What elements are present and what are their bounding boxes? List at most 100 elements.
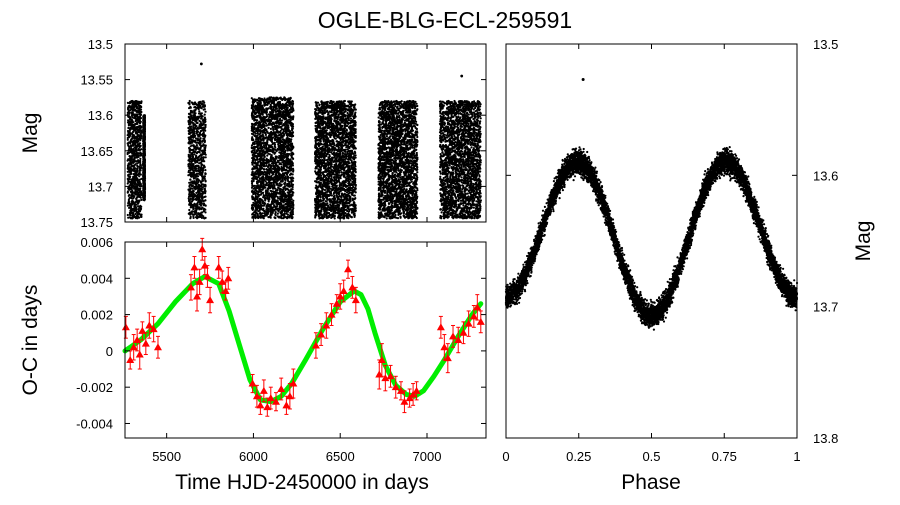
light-curve-point (283, 212, 286, 215)
light-curve-point (195, 172, 199, 175)
light-curve-point (275, 157, 278, 160)
light-curve-point (259, 161, 262, 164)
light-curve-point (133, 205, 136, 208)
light-curve-point (279, 96, 282, 99)
light-curve-point (188, 156, 191, 159)
light-curve-point (282, 130, 285, 133)
light-curve-point (256, 184, 259, 187)
light-curve-point (256, 141, 259, 144)
light-curve-point (132, 141, 135, 145)
light-curve-point (195, 119, 198, 122)
light-curve-point (274, 167, 277, 170)
light-curve-point (127, 132, 130, 136)
light-curve-point (261, 199, 264, 202)
light-curve-point (135, 187, 138, 191)
light-curve-point (280, 212, 283, 215)
light-curve-point (201, 151, 204, 154)
light-curve-point (193, 167, 196, 170)
light-curve-point (255, 134, 259, 138)
light-curve-point (265, 110, 268, 113)
light-curve-point (188, 102, 191, 105)
light-curve-point (135, 100, 138, 103)
light-curve-point (276, 165, 279, 168)
light-curve-point (199, 199, 202, 202)
light-curve-point (127, 198, 130, 201)
light-curve-point (192, 169, 195, 172)
light-curve-points (126, 62, 482, 220)
light-curve-point (286, 166, 289, 169)
light-curve-point (131, 130, 135, 134)
light-curve-point (126, 142, 129, 145)
light-curve-point (195, 194, 199, 197)
light-curve-point (266, 101, 269, 104)
light-curve-point (130, 112, 133, 115)
light-curve-point (191, 131, 194, 134)
light-curve-point (203, 127, 206, 130)
light-curve-point (139, 110, 142, 114)
light-curve-point (135, 197, 138, 200)
light-curve-point (188, 163, 191, 166)
light-curve-point (291, 217, 294, 220)
light-curve-point (126, 170, 129, 173)
light-curve-point (271, 192, 274, 195)
light-curve-point (202, 137, 205, 140)
light-curve-point (135, 160, 138, 163)
light-curve-point (143, 190, 146, 193)
light-curve-point (135, 119, 138, 122)
light-curve-point (194, 205, 197, 208)
light-curve-point (290, 177, 293, 180)
light-curve-point (251, 189, 254, 192)
light-curve-point (134, 170, 137, 173)
light-curve-point (189, 164, 193, 167)
light-curve-point (275, 105, 278, 108)
light-curve-point (204, 204, 207, 207)
light-curve-point (251, 138, 254, 141)
light-curve-point (188, 185, 191, 188)
light-curve-point (136, 216, 139, 219)
light-curve-point (272, 202, 275, 205)
light-curve-point (250, 106, 254, 109)
light-curve-point (193, 115, 196, 118)
light-curve-point (261, 131, 265, 134)
light-curve-point (251, 117, 254, 120)
light-curve-point (262, 191, 265, 194)
light-curve-point (135, 210, 138, 213)
light-curve-point (251, 112, 254, 116)
light-curve-point (264, 183, 267, 187)
light-curve-point (132, 165, 135, 168)
light-curve-point (192, 159, 195, 162)
light-curve-point (128, 118, 132, 121)
light-curve-point (253, 131, 256, 134)
light-curve-point (197, 178, 200, 181)
light-curve-point (194, 109, 197, 112)
light-curve-point (143, 115, 146, 118)
light-curve-point (279, 152, 282, 155)
light-curve-point (281, 175, 284, 178)
light-curve-point (198, 110, 201, 113)
light-curve-point (191, 155, 195, 158)
light-curve-point (195, 211, 198, 214)
light-curve-point (189, 178, 192, 181)
light-curve-point (189, 120, 192, 124)
light-curve-point (203, 104, 206, 107)
light-curve-point (291, 173, 294, 176)
light-curve-point (128, 176, 131, 179)
light-curve-point (190, 191, 193, 194)
light-curve-point (262, 168, 265, 171)
light-curve-point (262, 110, 265, 114)
light-curve-point (193, 106, 196, 109)
light-curve-point (198, 124, 201, 127)
light-curve-point (198, 195, 201, 198)
light-curve-point (255, 149, 258, 152)
light-curve-point (273, 199, 276, 202)
light-curve-point (261, 142, 264, 145)
light-curve-point (268, 172, 271, 176)
light-curve-point (139, 139, 142, 142)
light-curve-point (267, 126, 270, 129)
light-curve-point (203, 147, 206, 150)
light-curve-point (128, 127, 132, 130)
light-curve-point (203, 121, 206, 124)
light-curve-point (139, 104, 142, 107)
light-curve-point (126, 167, 129, 170)
light-curve-point (203, 150, 206, 154)
